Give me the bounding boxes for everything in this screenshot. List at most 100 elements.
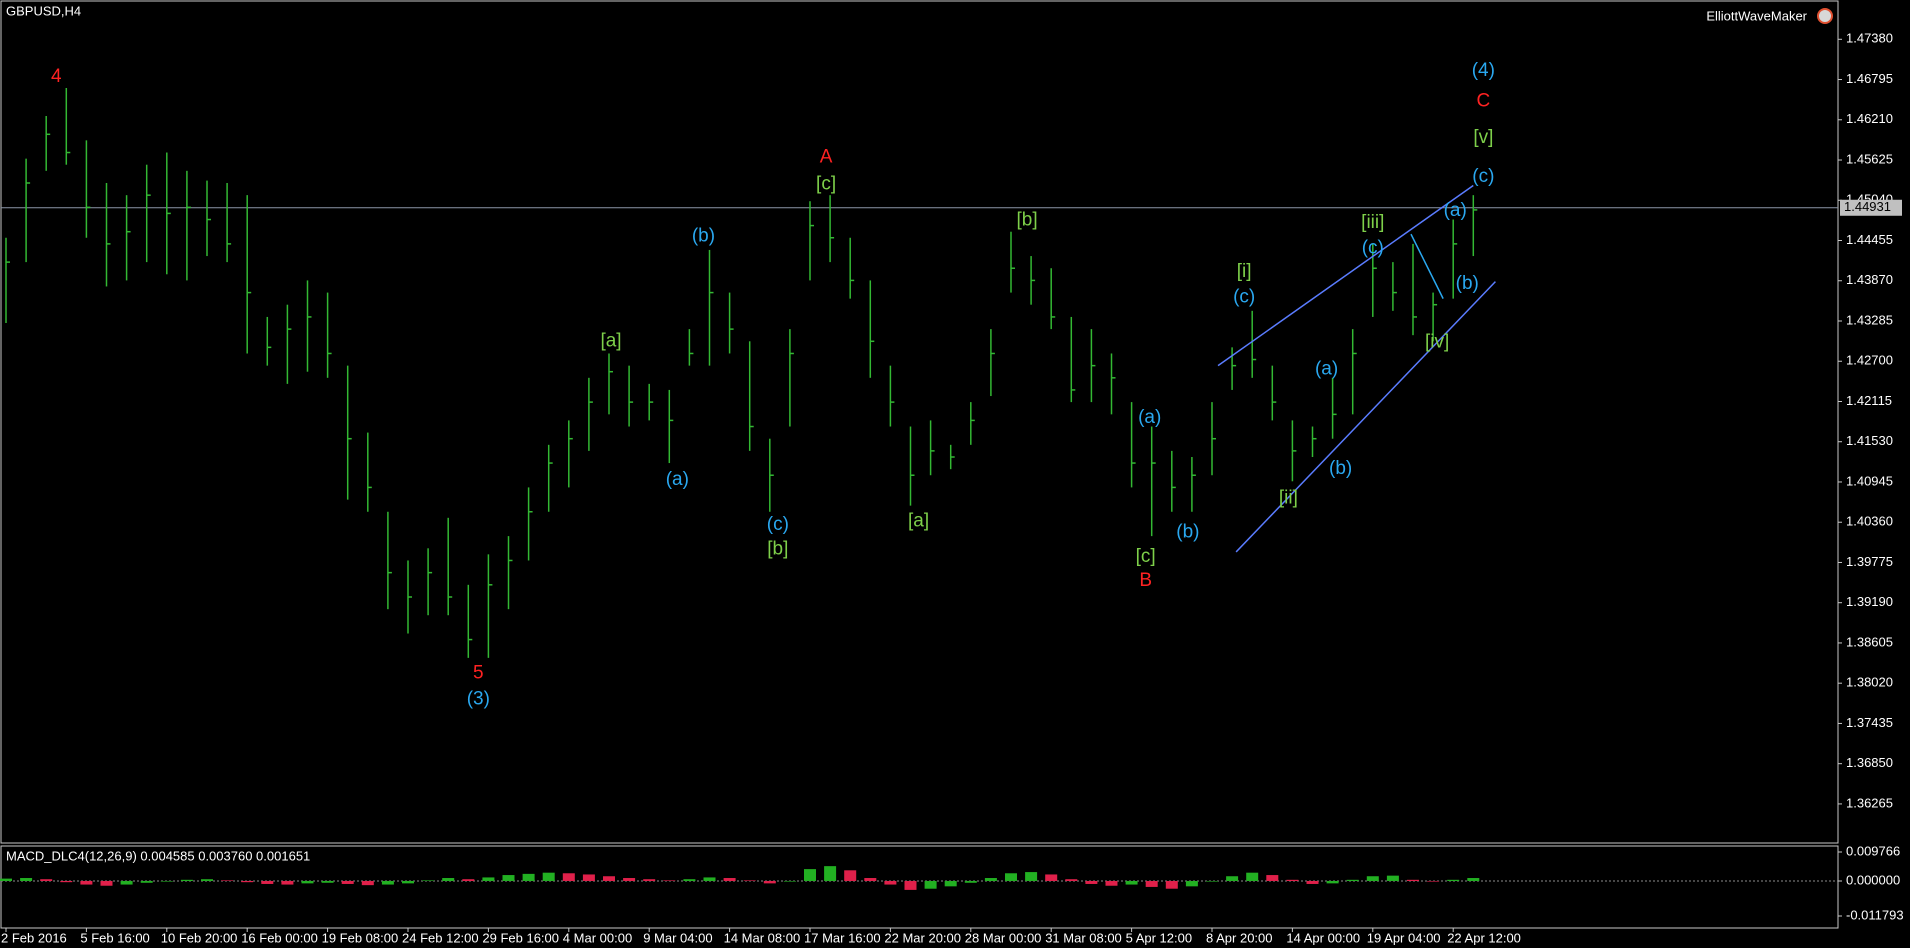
macd-bar — [201, 879, 213, 881]
macd-bar — [1065, 879, 1078, 881]
macd-bar — [884, 880, 897, 885]
macd-bar — [522, 873, 535, 881]
macd-bar — [462, 879, 475, 881]
macd-bar — [60, 880, 73, 883]
macd-bar — [1025, 872, 1038, 881]
macd-bar — [281, 880, 294, 885]
macd-bar — [100, 880, 113, 886]
macd-bar — [502, 875, 515, 881]
macd-bar — [1085, 880, 1098, 884]
macd-bar — [1105, 880, 1118, 886]
y-tick-label: 1.36265 — [1846, 795, 1893, 810]
wave-label: [v] — [1473, 127, 1493, 148]
macd-bar — [1206, 880, 1218, 882]
macd-bar — [1326, 880, 1339, 884]
macd-bar — [1447, 879, 1460, 881]
y-tick-label: 1.38605 — [1846, 634, 1893, 649]
y-tick-label: 1.39190 — [1846, 594, 1893, 609]
macd-bar — [180, 879, 193, 881]
wave-label: (3) — [467, 688, 490, 709]
trend-line — [1235, 281, 1496, 553]
y-tick-label: 1.41530 — [1846, 433, 1893, 448]
macd-bar — [1306, 880, 1319, 884]
macd-bar — [743, 880, 756, 881]
y-tick-label: -0.011793 — [1846, 907, 1904, 922]
wave-label: [iii] — [1361, 212, 1384, 233]
wave-label: (4) — [1472, 60, 1495, 81]
macd-bar — [1427, 880, 1440, 882]
macd-bar — [261, 880, 274, 884]
macd-bar — [783, 880, 796, 882]
wave-label: (b) — [1456, 273, 1479, 294]
current-price-box — [1840, 199, 1902, 216]
macd-bar — [381, 880, 394, 885]
x-tick-label: 29 Feb 16:00 — [482, 930, 559, 945]
x-tick-label: 28 Mar 00:00 — [965, 930, 1042, 945]
wave-label: [c] — [816, 173, 836, 194]
macd-bar — [864, 878, 877, 881]
macd-bar — [703, 877, 716, 881]
x-tick-label: 8 Apr 20:00 — [1206, 930, 1273, 945]
x-tick-label: 24 Feb 12:00 — [402, 930, 479, 945]
y-tick-label: 1.40360 — [1846, 514, 1893, 529]
wave-label: (a) — [1315, 358, 1338, 379]
macd-bar — [1407, 879, 1419, 881]
wave-label: [c] — [1136, 546, 1156, 567]
macd-bar — [402, 880, 414, 884]
macd-bar — [422, 880, 435, 881]
macd-bar — [904, 880, 917, 890]
macd-bar — [120, 880, 133, 885]
macd-bar — [241, 880, 254, 883]
wave-label: [a] — [908, 511, 929, 532]
wave-label: [b] — [1017, 210, 1038, 231]
x-tick-label: 14 Apr 00:00 — [1286, 930, 1360, 945]
wave-label: C — [1476, 90, 1490, 111]
indicator-icon — [1817, 8, 1833, 24]
macd-bar — [663, 880, 676, 881]
indicator-name: ElliottWaveMaker — [1706, 8, 1807, 23]
symbol-title: GBPUSD,H4 — [6, 3, 81, 18]
wave-label: (a) — [666, 469, 689, 490]
x-tick-label: 14 Mar 08:00 — [724, 930, 801, 945]
macd-bar — [361, 880, 374, 886]
x-tick-label: 5 Feb 16:00 — [80, 930, 149, 945]
macd-bar — [623, 878, 636, 881]
macd-bar — [944, 880, 957, 887]
y-tick-label: 1.39775 — [1846, 554, 1893, 569]
x-tick-label: 10 Feb 20:00 — [161, 930, 238, 945]
wave-label: (a) — [1444, 200, 1467, 221]
y-tick-label: 1.42115 — [1846, 393, 1892, 408]
y-tick-label: 1.47380 — [1846, 31, 1893, 46]
y-tick-label: 1.36850 — [1846, 755, 1893, 770]
macd-title: MACD_DLC4(12,26,9) 0.004585 0.003760 0.0… — [6, 848, 310, 863]
y-tick-label: 1.45625 — [1846, 151, 1893, 166]
macd-bar — [341, 880, 354, 884]
macd-bar — [1125, 880, 1138, 885]
x-tick-label: 31 Mar 08:00 — [1045, 930, 1122, 945]
macd-bar — [140, 880, 153, 883]
macd-bar — [1386, 875, 1399, 881]
wave-label: [ii] — [1279, 487, 1298, 508]
macd-bar — [603, 876, 615, 881]
trend-line — [1217, 184, 1474, 367]
macd-bar — [160, 880, 173, 882]
y-tick-label: 1.46795 — [1846, 71, 1893, 86]
wave-label: [iv] — [1425, 331, 1449, 352]
macd-bar — [1005, 873, 1017, 881]
macd-bar — [1346, 879, 1359, 881]
y-tick-label: 0.009766 — [1846, 843, 1900, 858]
macd-bar — [683, 879, 696, 881]
macd-bar — [1366, 876, 1379, 881]
wave-label: (c) — [1233, 286, 1255, 307]
macd-bar — [1185, 880, 1198, 887]
macd-bar — [301, 880, 314, 884]
price-panel-frame — [0, 0, 1839, 844]
macd-bar — [0, 878, 12, 881]
macd-bar — [442, 878, 455, 881]
macd-bar — [1145, 880, 1158, 887]
macd-bar — [964, 880, 977, 883]
macd-bar — [1266, 875, 1279, 881]
macd-bar — [1165, 880, 1178, 889]
x-tick-label: 5 Apr 12:00 — [1126, 930, 1193, 945]
